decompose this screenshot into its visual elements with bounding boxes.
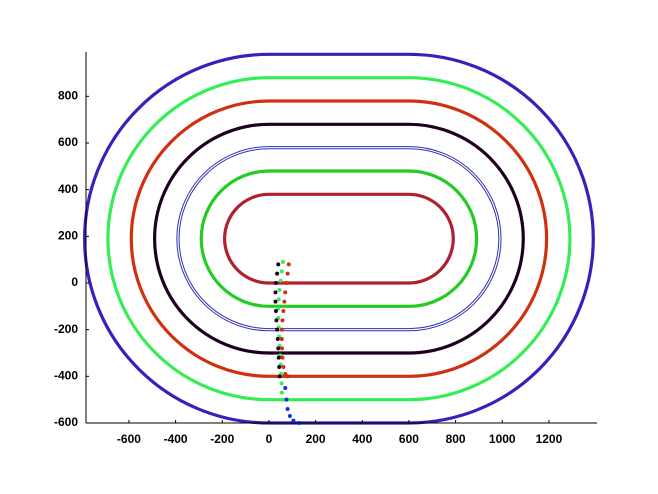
trajectory-point	[273, 299, 278, 304]
trajectory-point	[273, 290, 278, 295]
track-inner	[177, 147, 501, 331]
trajectory-point	[275, 337, 280, 341]
trajectory-point	[284, 397, 289, 402]
track	[83, 52, 595, 425]
trajectory-point	[274, 318, 279, 323]
x-tick-label: 1000	[489, 432, 516, 446]
trajectory-point	[275, 327, 280, 332]
trajectory-point	[285, 374, 290, 379]
trajectory-point	[278, 278, 283, 283]
x-tick-label: 600	[399, 432, 419, 446]
y-tick-label: -400	[54, 369, 78, 383]
y-tick-label: 0	[71, 275, 78, 289]
trajectory-point	[273, 281, 278, 285]
trajectory-point	[277, 288, 282, 292]
x-tick-label: -600	[117, 432, 141, 446]
trajectory-point	[280, 260, 285, 264]
trajectory-point	[276, 355, 281, 360]
trajectory-point	[283, 386, 288, 390]
trajectory-point	[273, 309, 278, 313]
trajectory-point	[286, 262, 291, 267]
x-tick-label: 800	[446, 432, 466, 446]
trajectory-point	[277, 374, 282, 379]
trajectory-point	[280, 318, 285, 323]
x-tick-label: -200	[210, 432, 234, 446]
trajectory-point	[280, 355, 285, 360]
trajectory-point	[287, 414, 292, 418]
trajectory-point	[280, 390, 284, 395]
trajectory-point	[283, 290, 288, 295]
trajectory-point	[280, 327, 284, 332]
track	[106, 76, 572, 402]
trajectory-point	[291, 418, 296, 423]
trajectory-point	[285, 271, 290, 276]
trajectory-point	[275, 271, 280, 276]
x-tick-label: 200	[306, 432, 326, 446]
track	[176, 146, 502, 332]
trajectory-point	[285, 407, 290, 411]
y-tick-label: -200	[54, 322, 78, 336]
y-tick-label: -600	[54, 415, 78, 429]
trajectory-point	[280, 397, 285, 402]
trajectory-point	[276, 262, 281, 267]
x-tick-label: 400	[352, 432, 372, 446]
trajectory-point	[279, 381, 284, 386]
y-tick-label: 800	[58, 89, 78, 103]
trajectory-point	[282, 299, 287, 304]
track	[199, 169, 478, 308]
trajectory-point	[284, 281, 289, 285]
x-tick-label: 0	[266, 432, 273, 446]
trajectory-point	[279, 337, 284, 341]
trajectory-point	[280, 346, 284, 351]
y-tick-label: 600	[58, 135, 78, 149]
y-tick-label: 200	[58, 229, 78, 243]
track	[130, 99, 548, 378]
trajectory-point	[276, 346, 281, 351]
trajectory-point	[277, 365, 282, 369]
track	[153, 122, 525, 355]
x-tick-label: -400	[164, 432, 188, 446]
track	[223, 192, 455, 285]
trajectory-point	[279, 269, 284, 274]
trajectory-point	[276, 297, 281, 302]
trajectory-point	[281, 365, 286, 369]
trajectory-point	[281, 309, 286, 313]
x-tick-label: 1200	[536, 432, 563, 446]
y-tick-label: 400	[58, 182, 78, 196]
